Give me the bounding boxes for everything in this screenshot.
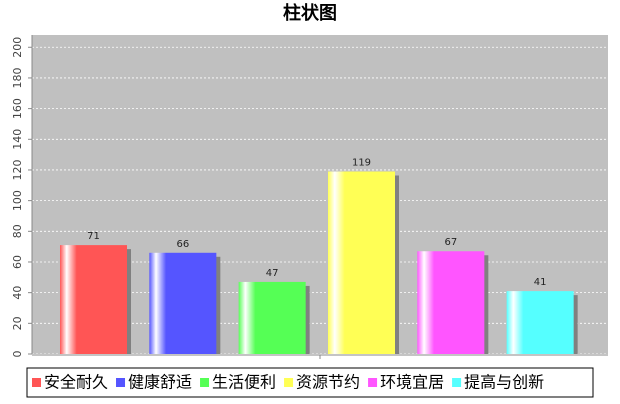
value-label: 41 <box>534 277 547 288</box>
legend-swatch <box>452 378 462 387</box>
value-label: 119 <box>352 157 371 168</box>
y-tick-label: 160 <box>11 98 24 119</box>
legend-swatch <box>116 378 126 387</box>
y-tick-label: 60 <box>11 255 24 269</box>
value-label: 47 <box>266 268 279 279</box>
value-label: 67 <box>444 237 457 248</box>
value-label: 71 <box>87 231 100 242</box>
legend-label: 环境宜居 <box>380 373 444 392</box>
y-tick-label: 200 <box>11 37 24 58</box>
y-tick-label: 100 <box>11 190 24 211</box>
legend-label: 提高与创新 <box>464 373 544 392</box>
y-tick-label: 20 <box>11 316 24 330</box>
bar <box>238 281 306 354</box>
legend-swatch <box>200 378 210 387</box>
y-tick-label: 120 <box>11 159 24 180</box>
value-label: 66 <box>176 239 189 250</box>
bar <box>328 171 395 354</box>
legend-label: 安全耐久 <box>44 373 108 392</box>
y-tick-label: 40 <box>11 286 24 300</box>
legend-swatch <box>32 378 41 387</box>
legend-label: 资源节约 <box>296 373 360 392</box>
y-tick-label: 80 <box>11 224 24 238</box>
y-tick-label: 0 <box>11 351 24 358</box>
chart-title: 柱状图 <box>283 2 337 24</box>
legend-label: 生活便利 <box>212 373 276 392</box>
bar <box>60 245 127 354</box>
legend-swatch <box>368 378 378 387</box>
y-tick-label: 140 <box>11 129 24 150</box>
y-tick-label: 180 <box>11 67 24 88</box>
bar <box>417 251 485 354</box>
legend-swatch <box>284 378 294 387</box>
bar <box>506 291 574 354</box>
bar <box>149 252 217 354</box>
legend-label: 健康舒适 <box>128 373 192 392</box>
